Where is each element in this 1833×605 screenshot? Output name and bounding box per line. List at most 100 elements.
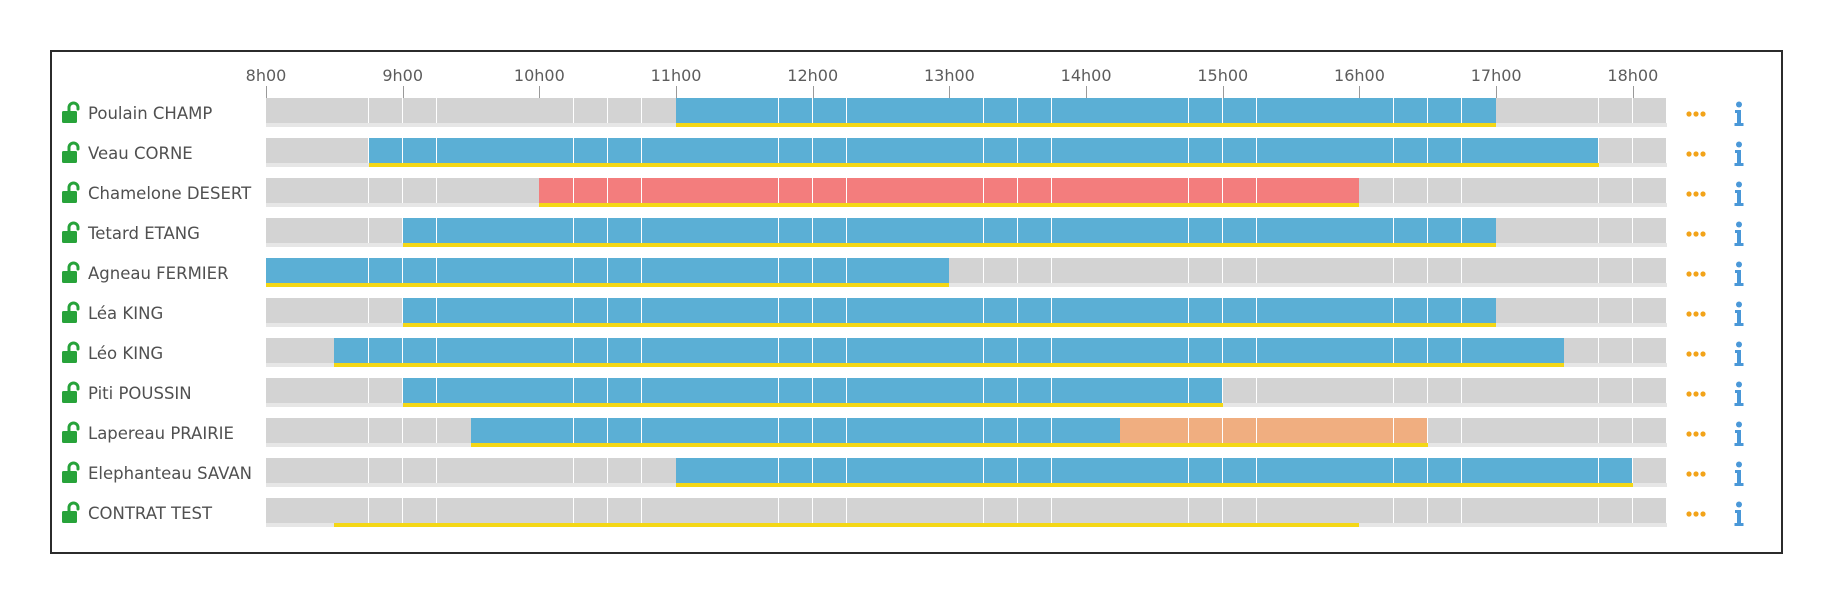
time-slot-empty[interactable]: [1461, 178, 1497, 203]
time-slot-empty[interactable]: [1120, 498, 1155, 523]
time-slot-booked[interactable]: [1120, 338, 1155, 363]
time-slot-booked[interactable]: [607, 138, 643, 163]
time-slot-empty[interactable]: [1154, 258, 1190, 283]
time-slot-booked[interactable]: [1188, 458, 1224, 483]
time-slot-booked[interactable]: [436, 138, 472, 163]
time-slot-booked[interactable]: [1325, 218, 1360, 243]
unlocked-padlock-icon[interactable]: [60, 261, 84, 285]
schedule-track[interactable]: [266, 338, 1668, 368]
time-slot-empty[interactable]: [266, 338, 301, 363]
time-slot-booked[interactable]: [812, 418, 848, 443]
time-slot-booked[interactable]: [505, 258, 540, 283]
time-slot-booked[interactable]: [744, 298, 780, 323]
time-slot-booked[interactable]: [505, 418, 540, 443]
time-slot-booked[interactable]: [676, 338, 711, 363]
time-slot-empty[interactable]: [471, 98, 506, 123]
time-slot-booked[interactable]: [846, 218, 882, 243]
time-slot-booked[interactable]: [1051, 338, 1087, 363]
time-slot-booked[interactable]: [1051, 218, 1087, 243]
time-slot-empty[interactable]: [266, 458, 301, 483]
time-slot-booked[interactable]: [881, 258, 916, 283]
time-slot-booked[interactable]: [1325, 138, 1360, 163]
time-slot-booked[interactable]: [744, 458, 780, 483]
time-slot-empty[interactable]: [1564, 258, 1600, 283]
time-slot-booked[interactable]: [949, 298, 985, 323]
time-slot-booked[interactable]: [710, 418, 745, 443]
time-slot-booked[interactable]: [1393, 218, 1429, 243]
time-slot-booked[interactable]: [1496, 338, 1531, 363]
time-slot-empty[interactable]: [368, 378, 404, 403]
time-slot-booked[interactable]: [915, 138, 950, 163]
time-slot-booked[interactable]: [1461, 218, 1497, 243]
time-slot-booked[interactable]: [846, 418, 882, 443]
unlocked-padlock-icon[interactable]: [60, 101, 84, 125]
time-slot-booked[interactable]: [1017, 138, 1053, 163]
time-slot-booked[interactable]: [1461, 338, 1497, 363]
time-slot-empty[interactable]: [266, 418, 301, 443]
time-slot-booked[interactable]: [1291, 338, 1326, 363]
time-slot-empty[interactable]: [300, 298, 335, 323]
time-slot-empty[interactable]: [1564, 378, 1600, 403]
time-slot-empty[interactable]: [1393, 498, 1429, 523]
time-slot-booked[interactable]: [505, 298, 540, 323]
time-slot-booked[interactable]: [1051, 458, 1087, 483]
time-slot-empty[interactable]: [1632, 498, 1668, 523]
time-slot-booked[interactable]: [1120, 458, 1155, 483]
time-slot-booked[interactable]: [573, 298, 609, 323]
time-slot-empty[interactable]: [436, 98, 472, 123]
time-slot-booked[interactable]: [983, 138, 1019, 163]
time-slot-empty[interactable]: [1154, 498, 1190, 523]
time-slot-booked[interactable]: [607, 218, 643, 243]
time-slot-empty[interactable]: [949, 258, 985, 283]
time-slot-empty[interactable]: [505, 498, 540, 523]
schedule-track[interactable]: [266, 458, 1668, 488]
unlocked-padlock-icon[interactable]: [60, 461, 84, 485]
time-slot-empty[interactable]: [1496, 378, 1531, 403]
time-slot-empty[interactable]: [300, 178, 335, 203]
time-slot-empty[interactable]: [1393, 178, 1429, 203]
time-slot-empty[interactable]: [641, 498, 677, 523]
time-slot-booked[interactable]: [266, 258, 301, 283]
unlocked-padlock-icon[interactable]: [60, 141, 84, 165]
time-slot-booked[interactable]: [573, 418, 609, 443]
time-slot-empty[interactable]: [812, 498, 848, 523]
time-slot-empty[interactable]: [1530, 218, 1565, 243]
time-slot-booked[interactable]: [1359, 98, 1395, 123]
time-slot-empty[interactable]: [539, 498, 575, 523]
schedule-track[interactable]: [266, 298, 1668, 328]
schedule-track[interactable]: [266, 138, 1668, 168]
time-slot-booked[interactable]: [846, 98, 882, 123]
time-slot-booked[interactable]: [676, 218, 711, 243]
time-slot-empty[interactable]: [1291, 498, 1326, 523]
time-slot-booked[interactable]: [402, 338, 438, 363]
time-slot-booked[interactable]: [1086, 218, 1121, 243]
time-slot-booked[interactable]: [1393, 418, 1429, 443]
time-slot-booked[interactable]: [1051, 298, 1087, 323]
time-slot-booked[interactable]: [539, 178, 575, 203]
time-slot-booked[interactable]: [676, 458, 711, 483]
time-slot-booked[interactable]: [778, 138, 814, 163]
time-slot-booked[interactable]: [881, 98, 916, 123]
time-slot-empty[interactable]: [1496, 98, 1531, 123]
time-slot-booked[interactable]: [1017, 418, 1053, 443]
time-slot-booked[interactable]: [1188, 218, 1224, 243]
time-slot-booked[interactable]: [1496, 138, 1531, 163]
time-slot-empty[interactable]: [436, 418, 472, 443]
time-slot-booked[interactable]: [505, 218, 540, 243]
time-slot-empty[interactable]: [1530, 98, 1565, 123]
time-slot-booked[interactable]: [1427, 218, 1463, 243]
time-slot-booked[interactable]: [1222, 98, 1258, 123]
time-slot-empty[interactable]: [1222, 378, 1258, 403]
time-slot-booked[interactable]: [1427, 298, 1463, 323]
time-slot-booked[interactable]: [1222, 338, 1258, 363]
time-slot-empty[interactable]: [1017, 498, 1053, 523]
time-slot-booked[interactable]: [402, 378, 438, 403]
time-slot-empty[interactable]: [1256, 258, 1292, 283]
time-slot-empty[interactable]: [300, 418, 335, 443]
time-slot-booked[interactable]: [778, 338, 814, 363]
time-slot-booked[interactable]: [1393, 458, 1429, 483]
time-slot-empty[interactable]: [368, 458, 404, 483]
time-slot-booked[interactable]: [539, 218, 575, 243]
time-slot-booked[interactable]: [1051, 378, 1087, 403]
time-slot-booked[interactable]: [676, 378, 711, 403]
